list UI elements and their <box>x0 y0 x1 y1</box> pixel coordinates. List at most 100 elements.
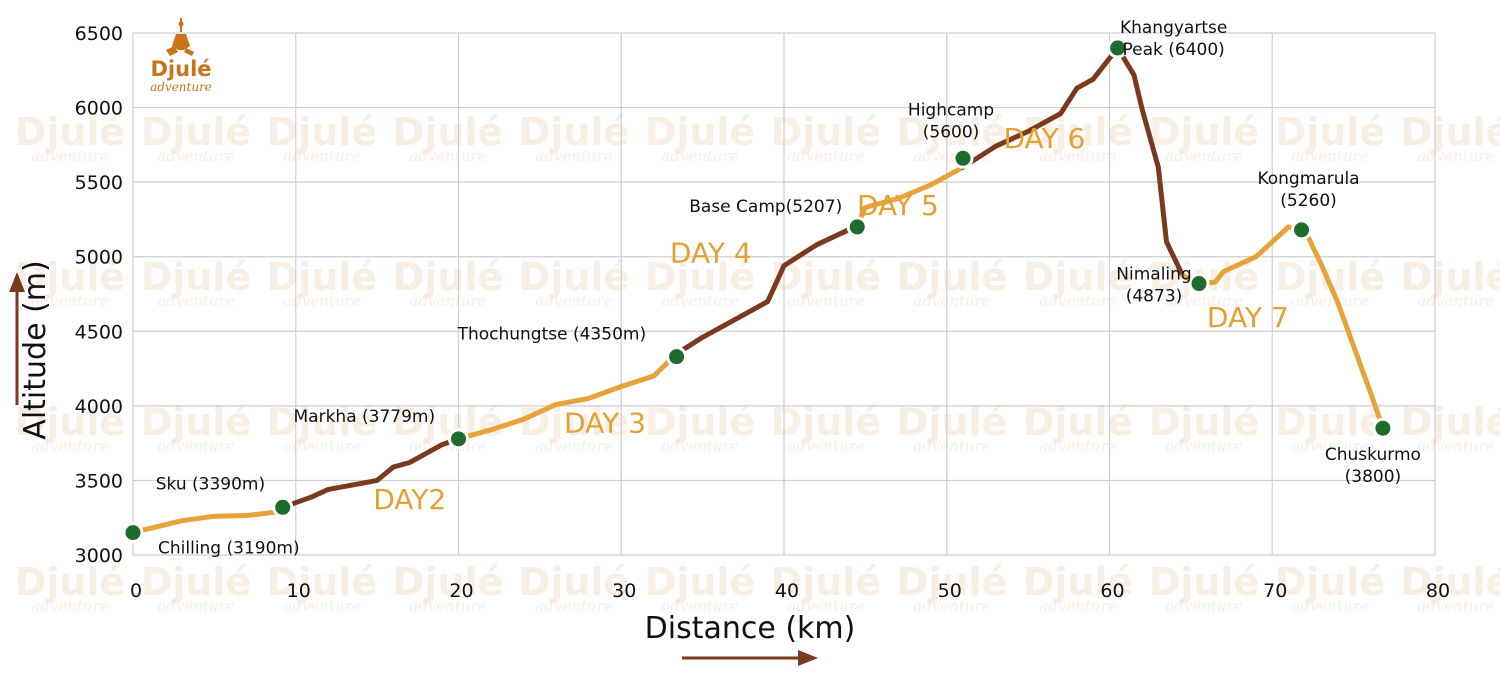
watermark-word: Djulé <box>267 400 377 444</box>
waypoint-marker <box>448 428 469 450</box>
waypoint-marker <box>846 216 868 238</box>
logo-wordmark: Djulé <box>150 57 211 81</box>
day-label: DAY 5 <box>857 189 939 222</box>
waypoint-label: Chilling (3190m) <box>158 539 300 559</box>
watermark-sub: adventure <box>913 292 990 310</box>
watermark-sub: adventure <box>157 292 234 310</box>
watermark-sub: adventure <box>1039 292 1116 310</box>
watermark-word: Djulé <box>393 255 503 299</box>
watermark-sub: adventure <box>1165 147 1242 165</box>
watermark-word: Djulé <box>645 560 755 604</box>
waypoint-marker <box>1372 417 1394 439</box>
watermark-word: Djulé <box>393 110 503 154</box>
logo-subtitle: adventure <box>150 80 212 94</box>
route-segment <box>960 45 1186 279</box>
y-tick-label: 3500 <box>75 470 123 492</box>
watermark-word: Djulé <box>15 110 125 154</box>
route-segment <box>1180 224 1386 431</box>
x-tick-label: 50 <box>938 580 962 602</box>
x-tick-label: 20 <box>449 580 473 602</box>
watermark-word: Djulé <box>141 400 251 444</box>
watermark-word: Djulé <box>1401 255 1500 299</box>
day-label: DAY 3 <box>564 407 646 440</box>
x-tick-label: 60 <box>1100 580 1124 602</box>
watermark-sub: adventure <box>283 437 360 455</box>
watermark-sub: adventure <box>1417 292 1494 310</box>
x-tick-label: 30 <box>612 580 636 602</box>
route-segment <box>854 164 966 229</box>
x-axis-ticks: 0 10 20 30 40 50 60 70 80 <box>130 580 1450 602</box>
watermark-word: Djulé <box>897 255 1007 299</box>
x-axis-title: Distance (km) <box>645 611 856 646</box>
watermark-word: Djulé <box>1023 110 1133 154</box>
watermark-sub: adventure <box>535 147 612 165</box>
watermark-word: Djulé <box>519 560 629 604</box>
watermark-sub: adventure <box>157 597 234 615</box>
watermark-sub: adventure <box>535 437 612 455</box>
watermark-sub: adventure <box>1165 597 1242 615</box>
grid <box>132 32 1436 556</box>
watermark-sub: adventure <box>1417 437 1494 455</box>
watermark-word: Djulé <box>141 560 251 604</box>
watermark-sub: adventure <box>787 597 864 615</box>
watermark-sub: adventure <box>283 597 360 615</box>
watermark-word: Djulé <box>267 110 377 154</box>
watermark-sub: adventure <box>409 292 486 310</box>
watermark-word: Djulé <box>1275 560 1385 604</box>
waypoint-marker <box>666 346 688 368</box>
y-tick-label: 5500 <box>75 172 123 194</box>
waypoint-markers <box>122 37 1394 544</box>
watermark-sub: adventure <box>1039 437 1116 455</box>
watermark-word: Djulé <box>645 110 755 154</box>
watermark-word: Djulé <box>267 560 377 604</box>
watermark-sub: adventure <box>1417 147 1494 165</box>
route-segment <box>280 436 461 510</box>
waypoint-label: Chuskurmo (3800) <box>1325 445 1421 487</box>
y-tick-label: 4500 <box>75 321 123 343</box>
y-tick-label: 5000 <box>75 247 123 269</box>
watermark-sub: adventure <box>1291 597 1368 615</box>
watermark-sub: adventure <box>409 597 486 615</box>
watermark-sub: adventure <box>1291 292 1368 310</box>
waypoint-label: Nimaling (4873) <box>1116 265 1191 307</box>
watermark-sub: adventure <box>157 437 234 455</box>
waypoint-marker <box>1107 37 1129 59</box>
watermark-sub: adventure <box>1291 437 1368 455</box>
watermark-word: Djulé <box>771 110 881 154</box>
watermark-word: Djulé <box>1275 255 1385 299</box>
waypoint-marker <box>1188 273 1210 295</box>
watermark-word: Djulé <box>645 255 755 299</box>
waypoint-label: Base Camp(5207) <box>689 197 842 217</box>
watermark-word: Djulé <box>1149 400 1259 444</box>
watermark-word: Djulé <box>1023 560 1133 604</box>
route-segments <box>130 45 1386 536</box>
watermark-word: Djulé <box>519 400 629 444</box>
climber-icon <box>166 18 194 56</box>
watermark-word: Djulé <box>15 400 125 444</box>
watermark-sub: adventure <box>31 437 108 455</box>
watermark-sub: adventure <box>913 437 990 455</box>
watermark-layer: DjuléadventureDjuléadventureDjuléadventu… <box>15 110 1500 615</box>
day-labels: DAY2 DAY 3 DAY 4 DAY 5 DAY 6 DAY 7 <box>373 122 1289 516</box>
x-tick-label: 0 <box>130 580 142 602</box>
watermark-word: Djulé <box>1401 400 1500 444</box>
watermark-word: Djulé <box>1023 255 1133 299</box>
watermark-word: Djulé <box>897 400 1007 444</box>
watermark-word: Djulé <box>15 255 125 299</box>
watermark-sub: adventure <box>661 147 738 165</box>
watermark-sub: adventure <box>1417 597 1494 615</box>
watermark-word: Djulé <box>393 400 503 444</box>
watermark-sub: adventure <box>787 292 864 310</box>
logo: Djulé adventure <box>150 18 212 94</box>
watermark-sub: adventure <box>1039 597 1116 615</box>
watermark-word: Djulé <box>267 255 377 299</box>
route-segment <box>456 351 680 442</box>
waypoint-label: Sku (3390m) <box>156 474 265 494</box>
y-axis-title: Altitude (m) <box>18 260 53 439</box>
watermark-word: Djulé <box>141 255 251 299</box>
y-axis-ticks: 3000 3500 4000 4500 5000 5500 6000 6500 <box>75 23 123 567</box>
watermark-word: Djulé <box>1149 560 1259 604</box>
watermark-sub: adventure <box>31 292 108 310</box>
watermark-word: Djulé <box>519 110 629 154</box>
